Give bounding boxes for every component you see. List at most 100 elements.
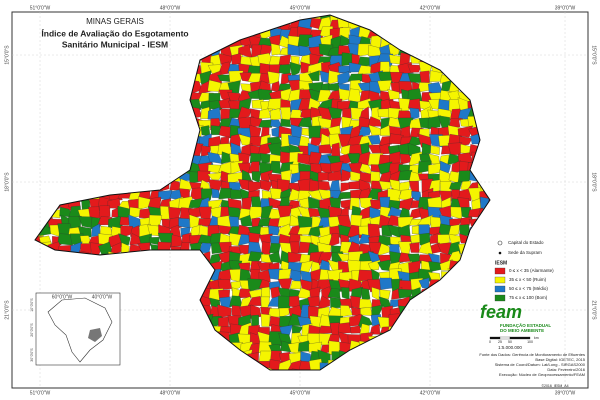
municipality <box>289 61 302 77</box>
legend-label: Sede da Supram <box>508 250 542 255</box>
municipality <box>297 215 314 229</box>
municipality <box>237 106 252 120</box>
inset-label: 10°0'0"S <box>30 298 34 312</box>
scale-label: 100 <box>527 340 533 344</box>
municipality <box>278 307 291 318</box>
municipality <box>398 197 414 211</box>
graticule-label: 15°0'0"S <box>591 45 597 65</box>
graticule-label: 45°0'0"W <box>290 5 311 11</box>
logo-text: DO MEIO AMBIENTE <box>500 328 544 333</box>
legend-swatch <box>494 294 506 302</box>
municipality <box>457 125 473 138</box>
municipality <box>280 107 292 122</box>
graticule-label: 42°0'0"W <box>420 390 441 396</box>
municipality <box>340 199 353 210</box>
municipality <box>330 297 342 309</box>
doc-code: ©2016_IESM_A4 <box>541 384 568 388</box>
municipality <box>309 137 323 147</box>
municipality <box>268 225 280 236</box>
municipality <box>168 206 182 219</box>
municipality <box>217 268 233 281</box>
municipality <box>407 64 422 73</box>
graticule-label: 39°0'0"W <box>555 5 576 11</box>
municipality <box>398 224 411 239</box>
municipality <box>367 223 381 238</box>
scale-label: 50 <box>508 340 512 344</box>
municipality <box>338 65 352 73</box>
credit-line: Base Digital: IGETEC, 2015 <box>535 357 585 362</box>
municipality <box>359 171 373 183</box>
municipality <box>397 216 414 229</box>
municipality <box>327 288 341 299</box>
municipality <box>340 169 353 182</box>
graticule-label: 48°0'0"W <box>160 5 181 11</box>
municipality <box>417 214 434 226</box>
municipality <box>238 288 252 298</box>
municipality <box>331 142 341 157</box>
municipality <box>430 145 440 155</box>
graticule-label: 51°0'0"W <box>30 390 51 396</box>
municipality <box>421 142 431 155</box>
inset-label: 30°0'0"S <box>30 348 34 362</box>
capital-symbol <box>497 240 503 246</box>
municipality <box>198 206 212 220</box>
municipality <box>410 233 421 244</box>
state-name: MINAS GERAIS <box>86 17 144 26</box>
scale-label: 0 <box>489 340 491 344</box>
municipality <box>288 360 304 370</box>
credit-line: Fonte dos Dados: Gerência de Monitoramen… <box>479 352 585 357</box>
municipality <box>289 241 300 254</box>
municipality <box>351 286 364 298</box>
municipality <box>257 142 272 158</box>
municipality <box>200 188 214 203</box>
municipality <box>379 289 391 300</box>
credits: Fonte dos Dados: Gerência de Monitoramen… <box>479 352 585 377</box>
legend-swatch <box>494 285 506 293</box>
title: Sanitário Municipal - IESM <box>62 39 168 49</box>
municipality <box>260 296 270 311</box>
municipality <box>337 83 350 91</box>
municipality <box>118 233 131 247</box>
municipality <box>259 153 273 164</box>
municipality <box>207 172 224 181</box>
municipality <box>219 296 231 308</box>
municipality <box>260 313 271 327</box>
municipality <box>210 125 221 136</box>
municipality <box>430 216 442 228</box>
graticule-label: 21°0'0"S <box>4 300 10 320</box>
municipality <box>328 233 340 248</box>
municipality <box>298 360 313 370</box>
municipality <box>241 143 253 157</box>
municipality <box>269 243 281 254</box>
legend-label: 35 ≤ x < 50 (Ruim) <box>509 277 547 282</box>
legend: Capital do Estado Sede da Supram IESM 0 … <box>494 240 554 302</box>
inset-label: 40°0'0"W <box>92 294 113 300</box>
municipality <box>427 196 443 208</box>
legend-label: Capital do Estado <box>508 240 544 245</box>
municipality <box>197 170 211 183</box>
municipality <box>379 277 394 290</box>
inset-label: 20°0'0"S <box>30 323 34 337</box>
state-highlight <box>88 328 102 342</box>
municipality <box>427 115 441 130</box>
municipality <box>329 197 341 209</box>
municipality <box>419 70 430 84</box>
municipality <box>270 108 282 121</box>
legend-label: 0 ≤ x < 35 (Alarmante) <box>509 268 554 273</box>
scale-unit: km <box>534 336 539 340</box>
inset-label: 60°0'0"W <box>52 294 73 300</box>
credit-line: Data: Fevereiro/2016 <box>547 367 585 372</box>
municipality <box>459 216 472 226</box>
municipality <box>448 224 461 237</box>
graticule-label: 51°0'0"W <box>30 5 51 11</box>
municipality <box>309 358 324 370</box>
municipality <box>409 242 420 253</box>
municipality <box>248 181 262 194</box>
graticule-label: 45°0'0"W <box>290 390 311 396</box>
municipality <box>98 205 111 220</box>
legend-swatch <box>494 267 506 275</box>
municipality <box>357 269 373 281</box>
municipality <box>339 26 351 39</box>
logo-text: FUNDAÇÃO ESTADUAL <box>500 322 551 328</box>
scale-segment <box>509 336 531 340</box>
